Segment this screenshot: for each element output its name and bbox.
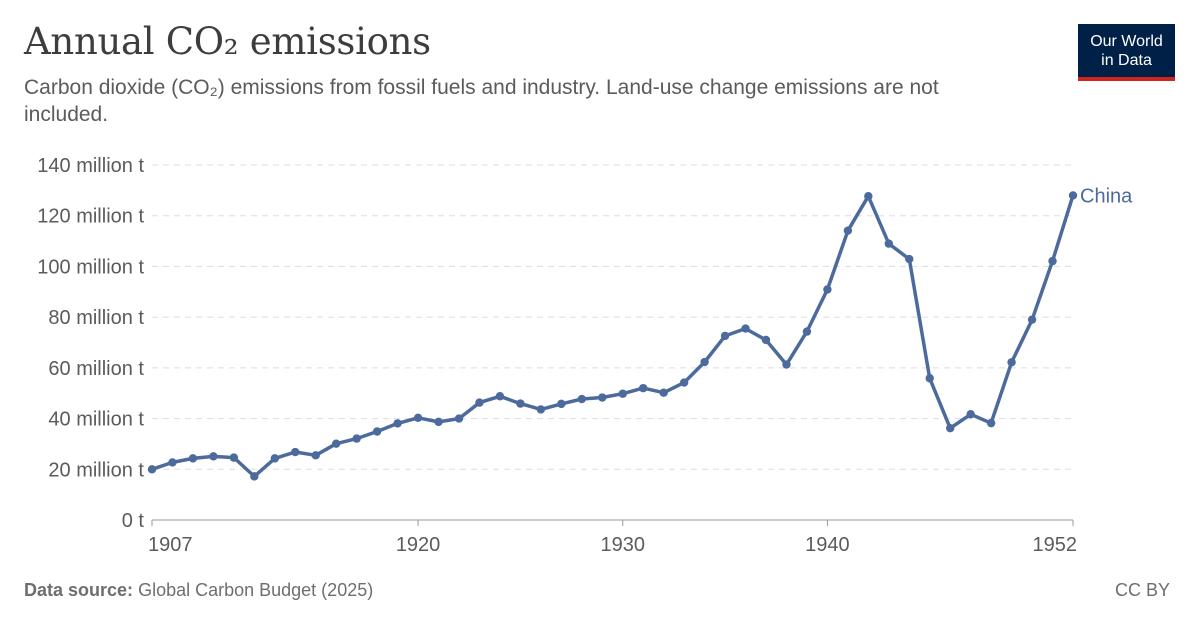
data-point[interactable] bbox=[986, 418, 996, 428]
y-axis-tick-labels: 0 t 20 million t 40 million t 60 million t 8… bbox=[37, 155, 144, 532]
data-point[interactable] bbox=[741, 324, 750, 333]
series-china[interactable]: China bbox=[147, 185, 1133, 481]
series-line-china[interactable] bbox=[150, 193, 1075, 479]
data-point[interactable] bbox=[946, 424, 955, 433]
data-point[interactable] bbox=[700, 357, 709, 367]
data-source-label: Data source: bbox=[24, 580, 134, 600]
data-point[interactable] bbox=[332, 439, 341, 448]
data-point[interactable] bbox=[720, 331, 730, 341]
data-point[interactable] bbox=[1007, 358, 1016, 367]
owid-logo[interactable]: Our World in Data bbox=[1078, 24, 1175, 81]
data-point[interactable] bbox=[659, 388, 668, 397]
y-tick-label: 140 million t bbox=[37, 155, 144, 177]
data-point[interactable] bbox=[925, 374, 934, 383]
x-tick-label: 1952 bbox=[1033, 534, 1078, 556]
data-point[interactable] bbox=[1048, 256, 1057, 266]
data-point[interactable] bbox=[577, 394, 586, 404]
data-point[interactable] bbox=[475, 398, 484, 407]
data-point[interactable] bbox=[618, 389, 627, 398]
x-tick-label: 1930 bbox=[600, 534, 645, 556]
y-tick-label: 60 million t bbox=[48, 358, 144, 380]
data-point[interactable] bbox=[536, 405, 546, 414]
data-point[interactable] bbox=[843, 226, 853, 235]
x-tick-label: 1920 bbox=[396, 534, 441, 556]
data-point[interactable] bbox=[229, 453, 239, 462]
data-point[interactable] bbox=[209, 452, 218, 461]
data-point[interactable] bbox=[147, 465, 157, 474]
y-tick-label: 0 t bbox=[122, 510, 145, 532]
data-point[interactable] bbox=[864, 191, 873, 201]
data-point[interactable] bbox=[966, 410, 975, 419]
data-point[interactable] bbox=[782, 360, 791, 369]
data-point[interactable] bbox=[761, 335, 771, 345]
license-link[interactable]: CC BY bbox=[1114, 580, 1170, 600]
data-point[interactable] bbox=[291, 447, 300, 457]
logo-line-2: in Data bbox=[1101, 51, 1152, 69]
data-point[interactable] bbox=[250, 472, 259, 481]
data-point[interactable] bbox=[679, 378, 689, 387]
x-axis: 1907 1920 1930 1940 1952 bbox=[148, 519, 1078, 556]
data-point[interactable] bbox=[884, 239, 893, 248]
data-source: Data source: Global Carbon Budget (2025) bbox=[24, 580, 373, 601]
series-label-china[interactable]: China bbox=[1080, 185, 1133, 207]
data-point[interactable] bbox=[557, 399, 566, 409]
data-point[interactable] bbox=[905, 254, 914, 264]
data-point[interactable] bbox=[352, 434, 361, 443]
data-point[interactable] bbox=[639, 383, 648, 393]
data-point[interactable] bbox=[270, 454, 279, 463]
data-point[interactable] bbox=[516, 399, 525, 408]
data-point[interactable] bbox=[1027, 315, 1037, 324]
chart-subtitle: Carbon dioxide (CO₂) emissions from foss… bbox=[24, 76, 939, 126]
logo-line-1: Our World bbox=[1090, 32, 1163, 50]
x-tick-label: 1907 bbox=[148, 534, 193, 556]
chart-title: Annual CO₂ emissions bbox=[24, 20, 431, 63]
y-tick-label: 80 million t bbox=[48, 307, 144, 329]
y-tick-label: 100 million t bbox=[37, 256, 144, 278]
data-point[interactable] bbox=[823, 285, 832, 294]
y-tick-label: 20 million t bbox=[48, 459, 144, 481]
x-tick-label: 1940 bbox=[805, 534, 850, 556]
data-point[interactable] bbox=[311, 451, 320, 460]
data-point[interactable] bbox=[434, 417, 443, 427]
data-point[interactable] bbox=[802, 327, 812, 336]
data-point[interactable] bbox=[598, 393, 607, 402]
data-point[interactable] bbox=[168, 458, 177, 467]
data-point[interactable] bbox=[495, 392, 505, 401]
data-point[interactable] bbox=[454, 414, 464, 423]
data-source-value: Global Carbon Budget (2025) bbox=[138, 580, 374, 600]
y-tick-label: 40 million t bbox=[48, 409, 144, 431]
data-point[interactable] bbox=[188, 454, 198, 463]
data-point[interactable] bbox=[372, 427, 382, 436]
data-point[interactable] bbox=[1068, 191, 1078, 200]
data-point[interactable] bbox=[393, 419, 402, 428]
y-tick-label: 120 million t bbox=[37, 206, 144, 228]
data-point[interactable] bbox=[413, 413, 423, 423]
grid-lines bbox=[152, 164, 1073, 470]
